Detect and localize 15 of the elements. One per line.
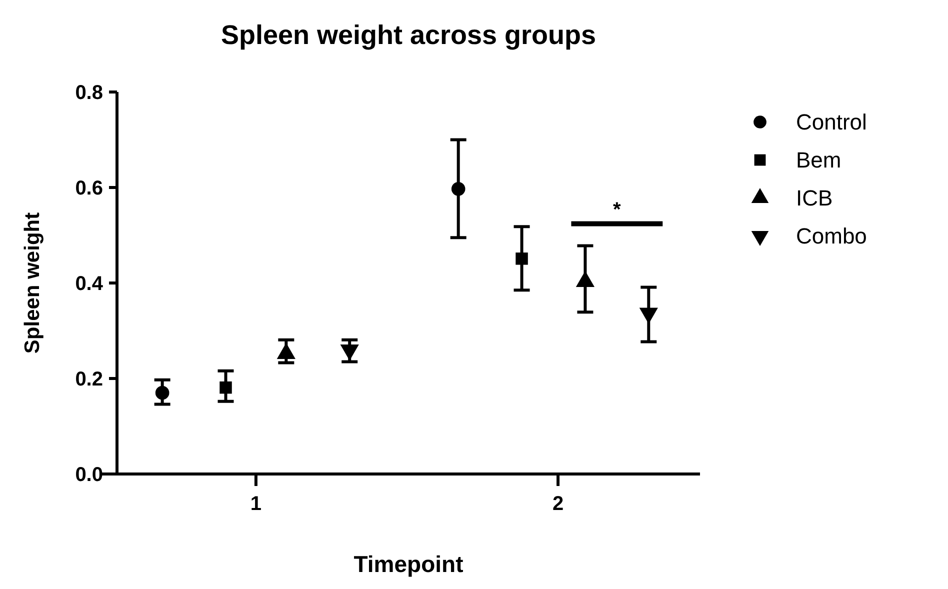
legend-label: Bem [796, 148, 842, 173]
x-axis-title: Timepoint [354, 551, 464, 577]
legend-label: Combo [796, 224, 867, 249]
y-tick-label: 0.8 [75, 82, 103, 104]
y-tick-label: 0.2 [75, 368, 103, 390]
legend-label: Control [796, 110, 867, 135]
x-tick-label: 2 [552, 493, 564, 515]
y-tick-label: 0.4 [75, 273, 104, 295]
y-tick-label: 0.0 [75, 464, 103, 486]
y-tick-label: 0.6 [75, 178, 103, 200]
legend-label: ICB [796, 186, 833, 211]
chart-title: Spleen weight across groups [220, 20, 596, 50]
annotation: * [613, 198, 622, 221]
y-axis-title: Spleen weight [21, 212, 44, 354]
x-tick-label: 1 [250, 493, 262, 515]
